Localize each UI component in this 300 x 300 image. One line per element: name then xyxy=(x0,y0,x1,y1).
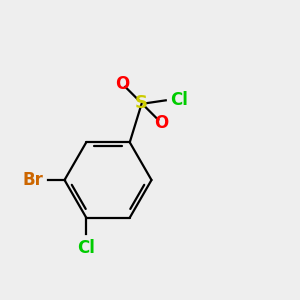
Text: O: O xyxy=(115,75,129,93)
Text: S: S xyxy=(135,94,148,112)
Text: O: O xyxy=(154,114,168,132)
Text: Br: Br xyxy=(22,171,44,189)
Text: Cl: Cl xyxy=(170,91,188,109)
Text: Cl: Cl xyxy=(77,239,95,257)
